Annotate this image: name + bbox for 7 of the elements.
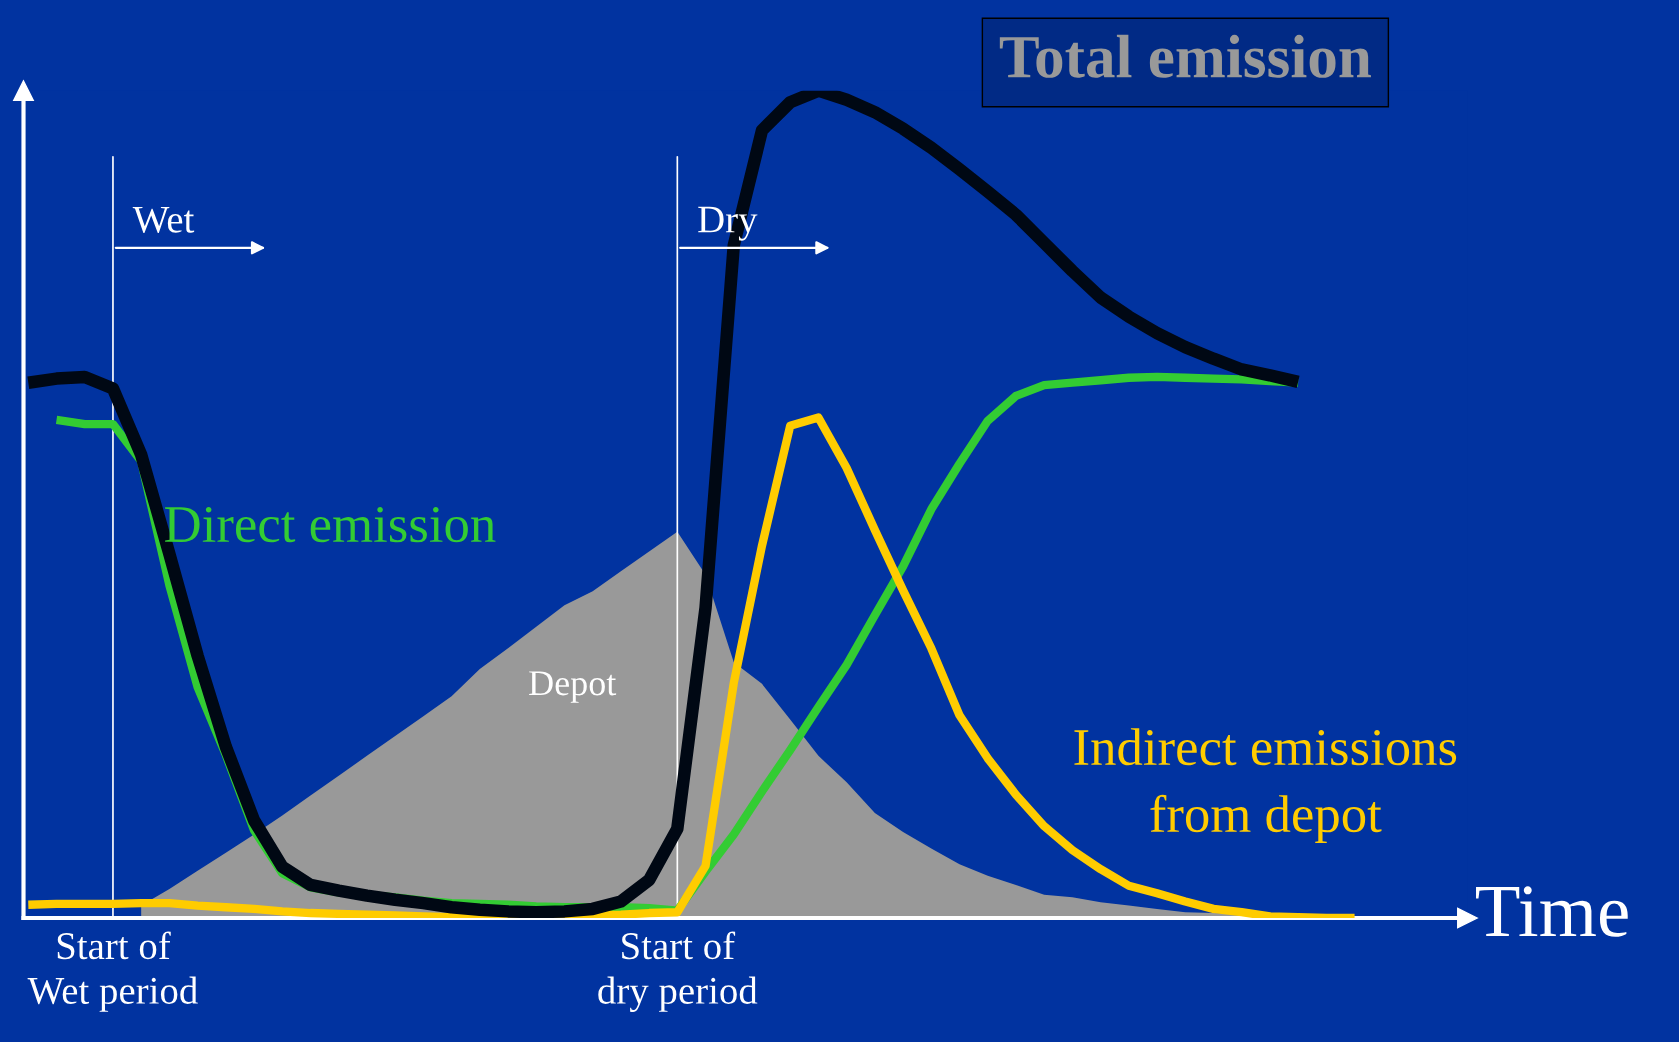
series-label: Depot xyxy=(529,671,617,703)
x-axis-title: Time xyxy=(1476,886,1628,937)
chart-title: Total emission xyxy=(999,34,1371,78)
series-label: Indirect emissions from depot xyxy=(1074,728,1457,844)
ref-line-label: Wet xyxy=(132,206,195,233)
x-tick-label: Start of dry period xyxy=(598,931,758,1012)
x-tick-label: Start of Wet period xyxy=(27,931,198,1012)
